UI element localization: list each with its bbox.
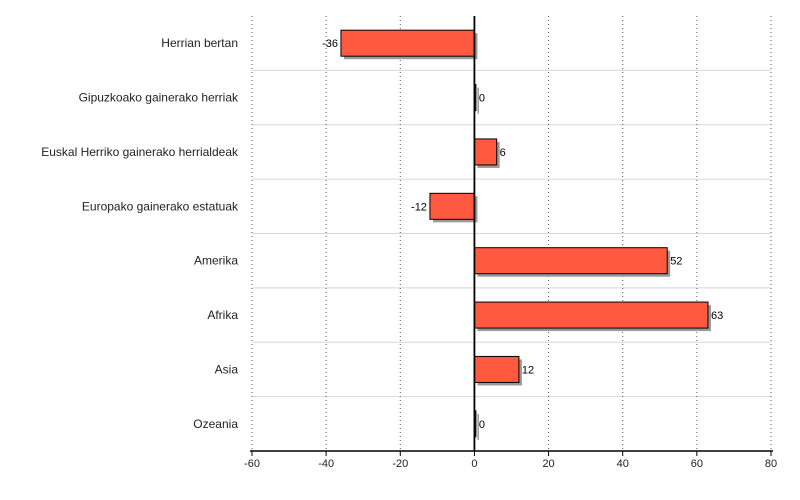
bar-shadow [477,87,479,114]
bar [473,355,520,383]
bar [473,301,709,329]
x-tick-label: -20 [392,458,408,470]
category-label: Amerika [194,254,238,268]
x-tick-label: 0 [471,458,477,470]
x-tick-label: 60 [691,458,703,470]
category-label: Herrian bertan [161,36,238,50]
x-tick-label: 20 [542,458,554,470]
x-tick-label: 80 [765,458,777,470]
x-tick-label: 40 [617,458,629,470]
data-label: 12 [522,364,534,376]
data-label: 63 [711,310,723,322]
data-label: 6 [500,147,506,159]
category-label: Gipuzkoako gainerako herriak [79,91,239,105]
category-label: Afrika [207,308,238,322]
data-label: 0 [479,93,485,105]
data-label: -12 [411,201,427,213]
bar-shadow [477,413,479,440]
labels-layer: -36 Herrian bertan 0 Gipuzkoako gainerako h… [41,36,723,431]
data-label: -36 [322,38,338,50]
category-label: Euskal Herriko gainerako herrialdeak [41,145,239,159]
bar [340,29,475,57]
x-tick-label: -60 [244,458,260,470]
bar [429,192,475,220]
category-label: Asia [215,362,239,376]
grid-layer [251,16,772,451]
axis-layer: -60 -40 -20 0 20 40 60 80 [244,16,777,470]
x-tick-label: -40 [318,458,334,470]
category-label: Europako gainerako estatuak [82,199,239,213]
bar [473,138,498,166]
bar [473,247,668,275]
data-label: 0 [479,419,485,431]
category-label: Ozeania [193,417,238,431]
data-label: 52 [670,256,682,268]
bars-layer [340,29,711,440]
